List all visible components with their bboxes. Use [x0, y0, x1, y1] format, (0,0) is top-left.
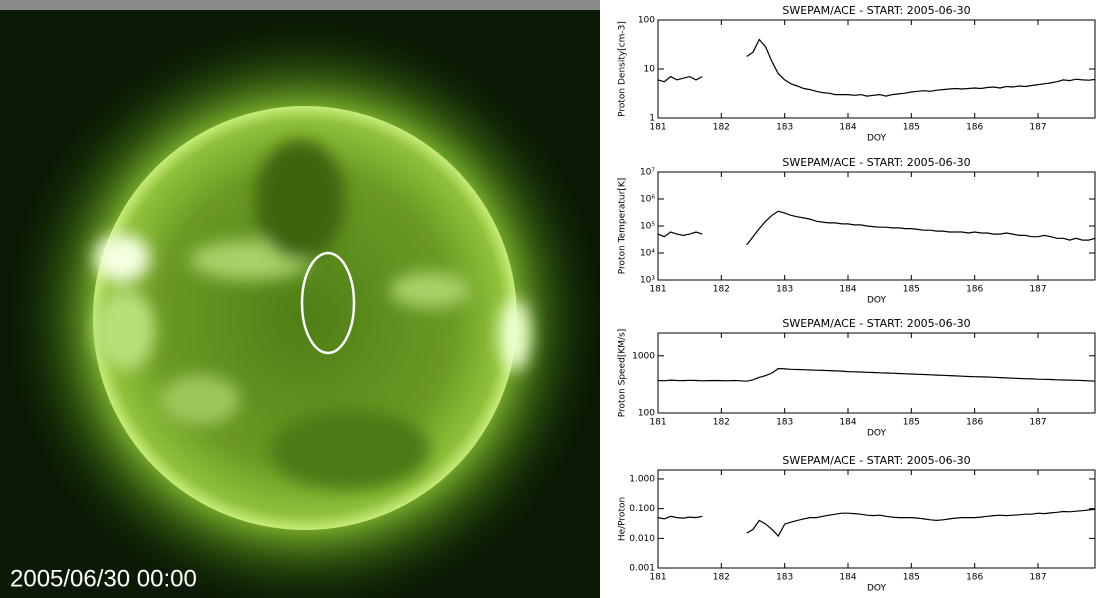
y-tick-label: 10⁵ — [640, 222, 655, 232]
y-tick-label: 10⁴ — [640, 249, 655, 259]
x-tick-label: 186 — [966, 285, 983, 295]
x-axis-label: DOY — [867, 134, 887, 144]
x-tick-label: 185 — [903, 123, 920, 133]
x-tick-label: 184 — [839, 573, 856, 583]
sun-image: 2005/06/30 00:00 — [0, 0, 600, 598]
y-tick-label: 100 — [638, 409, 655, 419]
plot-frame — [658, 20, 1095, 118]
chart-title: SWEPAM/ACE - START: 2005-06-30 — [782, 4, 970, 17]
x-tick-label: 183 — [776, 418, 793, 428]
x-tick-label: 181 — [649, 123, 666, 133]
x-tick-label: 183 — [776, 123, 793, 133]
image-border — [0, 0, 600, 10]
x-axis-label: DOY — [867, 584, 887, 594]
y-tick-label: 10 — [644, 65, 656, 75]
y-tick-label: 10³ — [640, 276, 655, 286]
y-tick-label: 10⁷ — [640, 168, 655, 178]
y-tick-label: 1000 — [632, 351, 655, 361]
x-axis-label: DOY — [867, 296, 887, 306]
y-tick-label: 1.000 — [629, 474, 655, 484]
x-tick-label: 182 — [713, 123, 730, 133]
x-tick-label: 185 — [903, 285, 920, 295]
x-tick-label: 182 — [713, 418, 730, 428]
x-tick-label: 185 — [903, 573, 920, 583]
x-tick-label: 187 — [1029, 123, 1046, 133]
x-tick-label: 186 — [966, 418, 983, 428]
y-axis-label: He/Proton — [618, 497, 628, 541]
data-line — [658, 509, 1095, 536]
data-line — [658, 40, 1095, 97]
y-tick-label: 10⁶ — [640, 195, 655, 205]
x-tick-label: 187 — [1029, 573, 1046, 583]
y-axis-label: Proton Density[cm-3] — [618, 21, 628, 117]
x-tick-label: 187 — [1029, 285, 1046, 295]
plot-frame — [658, 172, 1095, 280]
x-axis-label: DOY — [867, 429, 887, 439]
y-tick-label: 0.001 — [629, 564, 655, 574]
y-tick-label: 100 — [638, 16, 655, 26]
y-axis-label: Proton Speed[KM/s] — [618, 329, 628, 418]
x-tick-label: 183 — [776, 285, 793, 295]
chart-title: SWEPAM/ACE - START: 2005-06-30 — [782, 156, 970, 169]
y-tick-label: 0.010 — [629, 534, 655, 544]
x-tick-label: 182 — [713, 573, 730, 583]
x-tick-label: 181 — [649, 285, 666, 295]
x-tick-label: 185 — [903, 418, 920, 428]
x-tick-label: 184 — [839, 123, 856, 133]
chart-title: SWEPAM/ACE - START: 2005-06-30 — [782, 454, 970, 467]
x-tick-label: 183 — [776, 573, 793, 583]
x-tick-label: 186 — [966, 123, 983, 133]
chart-title: SWEPAM/ACE - START: 2005-06-30 — [782, 317, 970, 330]
x-tick-label: 186 — [966, 573, 983, 583]
y-axis-label: Proton Temperatur[K] — [618, 178, 628, 274]
x-tick-label: 181 — [649, 418, 666, 428]
x-tick-label: 182 — [713, 285, 730, 295]
x-tick-label: 181 — [649, 573, 666, 583]
x-tick-label: 184 — [839, 285, 856, 295]
y-tick-label: 0.100 — [629, 504, 655, 514]
plot-frame — [658, 470, 1095, 568]
chart-panel: SWEPAM/ACE - START: 2005-06-30 DOY Proton … — [600, 0, 1100, 598]
timestamp: 2005/06/30 00:00 — [10, 565, 197, 592]
x-tick-label: 184 — [839, 418, 856, 428]
screenshot: 2005/06/30 00:00 SWEPAM/ACE - START: 200… — [0, 0, 1100, 598]
data-line — [658, 211, 1095, 245]
y-tick-label: 1 — [649, 114, 655, 124]
data-line — [658, 369, 1095, 382]
x-tick-label: 187 — [1029, 418, 1046, 428]
